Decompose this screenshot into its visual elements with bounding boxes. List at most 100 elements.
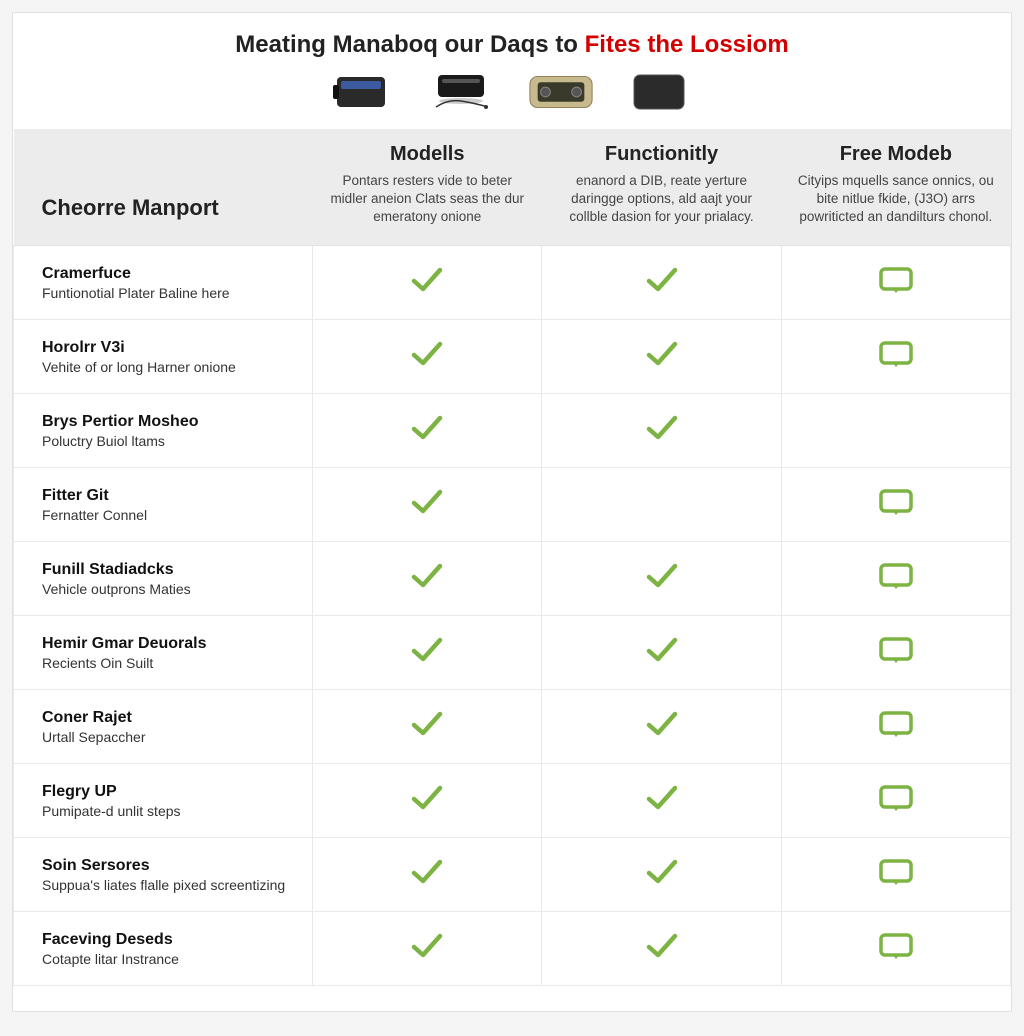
value-cell (781, 911, 1010, 985)
table-row: Hemir Gmar Deuorals Recients Oin Suilt (14, 615, 1011, 689)
feature-name: Hemir Gmar Deuorals (42, 634, 302, 653)
box-icon (878, 503, 914, 520)
comparison-table: Cheorre Manport Modells Pontars resters … (13, 129, 1011, 986)
table-row: Soin Sersores Suppua's liates flalle pixe… (14, 837, 1011, 911)
check-icon (645, 430, 679, 447)
feature-cell: Fitter Git Fernatter Connel (14, 467, 313, 541)
value-cell (542, 911, 781, 985)
feature-name: Funill Stadiadcks (42, 560, 302, 579)
box-icon (878, 651, 914, 668)
feature-cell: Hemir Gmar Deuorals Recients Oin Suilt (14, 615, 313, 689)
table-row: Coner Rajet Urtall Sepaccher (14, 689, 1011, 763)
product-image-3 (526, 69, 596, 115)
feature-cell: Funill Stadiadcks Vehicle outprons Maties (14, 541, 313, 615)
column-desc: Pontars resters vide to beter midler ane… (323, 172, 532, 227)
check-icon (410, 800, 444, 817)
column-desc: enanord a DIB, reate yerture daringge op… (552, 172, 771, 227)
feature-subtitle: Vehite of or long Harner onione (42, 359, 302, 375)
check-icon (410, 948, 444, 965)
value-cell (542, 541, 781, 615)
feature-subtitle: Urtall Sepaccher (42, 729, 302, 745)
product-images (13, 69, 1011, 115)
check-icon (410, 726, 444, 743)
feature-name: Flegry UP (42, 782, 302, 801)
feature-cell: CramerfuceFuntionotial Plater Baline her… (14, 245, 313, 319)
value-cell (781, 245, 1010, 319)
check-icon (410, 652, 444, 669)
hero-title-part-a: Meating Manaboq our Daqs to (235, 31, 584, 58)
feature-cell: Horolrr V3i Vehite of or long Harner onio… (14, 319, 313, 393)
check-icon (410, 504, 444, 521)
value-cell (313, 763, 542, 837)
value-cell (542, 467, 781, 541)
check-icon (410, 874, 444, 891)
feature-subtitle: Cotapte litar Instrance (42, 951, 302, 967)
check-icon (410, 578, 444, 595)
column-title: Free Modeb (791, 143, 1000, 166)
value-cell (313, 393, 542, 467)
column-header-1: Functionitly enanord a DIB, reate yertur… (542, 129, 781, 245)
table-row: Funill Stadiadcks Vehicle outprons Maties (14, 541, 1011, 615)
column-desc: Cityips mquells sance onnics, ou bite ni… (791, 172, 1000, 227)
table-row: CramerfuceFuntionotial Plater Baline her… (14, 245, 1011, 319)
check-icon (645, 800, 679, 817)
box-icon (878, 799, 914, 816)
value-cell (313, 541, 542, 615)
column-header-0: Modells Pontars resters vide to beter mi… (313, 129, 542, 245)
product-image-4 (624, 69, 694, 115)
check-icon (645, 652, 679, 669)
feature-cell: Coner Rajet Urtall Sepaccher (14, 689, 313, 763)
hero-title-highlight: Fites the Lossiom (585, 31, 789, 58)
feature-cell: Flegry UP Pumipate-d unlit steps (14, 763, 313, 837)
value-cell (781, 837, 1010, 911)
value-cell (781, 689, 1010, 763)
feature-subtitle: Vehicle outprons Maties (42, 581, 302, 597)
value-cell (542, 245, 781, 319)
product-image-2 (428, 69, 498, 115)
box-icon (878, 355, 914, 372)
value-cell (542, 393, 781, 467)
feature-cell: Soin Sersores Suppua's liates flalle pixe… (14, 837, 313, 911)
value-cell (542, 689, 781, 763)
feature-subtitle: Recients Oin Suilt (42, 655, 302, 671)
value-cell (781, 393, 1010, 467)
hero-title: Meating Manaboq our Daqs to Fites the Lo… (13, 31, 1011, 59)
feature-cell: Faceving Deseds Cotapte litar Instrance (14, 911, 313, 985)
row-header-title: Cheorre Manport (42, 195, 303, 221)
feature-name: Soin Sersores (42, 856, 302, 875)
column-title: Modells (323, 143, 532, 166)
table-row: Flegry UP Pumipate-d unlit steps (14, 763, 1011, 837)
feature-subtitle: Pumipate-d unlit steps (42, 803, 302, 819)
feature-name: Brys Pertior Mosheo (42, 412, 302, 431)
value-cell (313, 467, 542, 541)
value-cell (781, 467, 1010, 541)
feature-name: Fitter Git (42, 486, 302, 505)
check-icon (645, 356, 679, 373)
feature-cell: Brys Pertior MosheoPoluctry Buiol ltams (14, 393, 313, 467)
check-icon (645, 874, 679, 891)
feature-subtitle: Fernatter Connel (42, 507, 302, 523)
feature-name: Horolrr V3i (42, 338, 302, 357)
value-cell (542, 615, 781, 689)
value-cell (313, 911, 542, 985)
table-body: CramerfuceFuntionotial Plater Baline her… (14, 245, 1011, 985)
product-image-1 (330, 69, 400, 115)
column-header-2: Free Modeb Cityips mquells sance onnics,… (781, 129, 1010, 245)
feature-name: Faceving Deseds (42, 930, 302, 949)
table-row: Brys Pertior MosheoPoluctry Buiol ltams (14, 393, 1011, 467)
box-icon (878, 947, 914, 964)
check-icon (645, 282, 679, 299)
check-icon (645, 726, 679, 743)
page: Meating Manaboq our Daqs to Fites the Lo… (12, 12, 1012, 1012)
feature-name: Coner Rajet (42, 708, 302, 727)
column-title: Functionitly (552, 143, 771, 166)
feature-subtitle: Suppua's liates flalle pixed screentizin… (42, 877, 302, 893)
hero: Meating Manaboq our Daqs to Fites the Lo… (13, 13, 1011, 129)
value-cell (313, 689, 542, 763)
value-cell (781, 763, 1010, 837)
value-cell (313, 837, 542, 911)
table-header-row: Cheorre Manport Modells Pontars resters … (14, 129, 1011, 245)
value-cell (542, 837, 781, 911)
table-row: Faceving Deseds Cotapte litar Instrance (14, 911, 1011, 985)
check-icon (410, 282, 444, 299)
